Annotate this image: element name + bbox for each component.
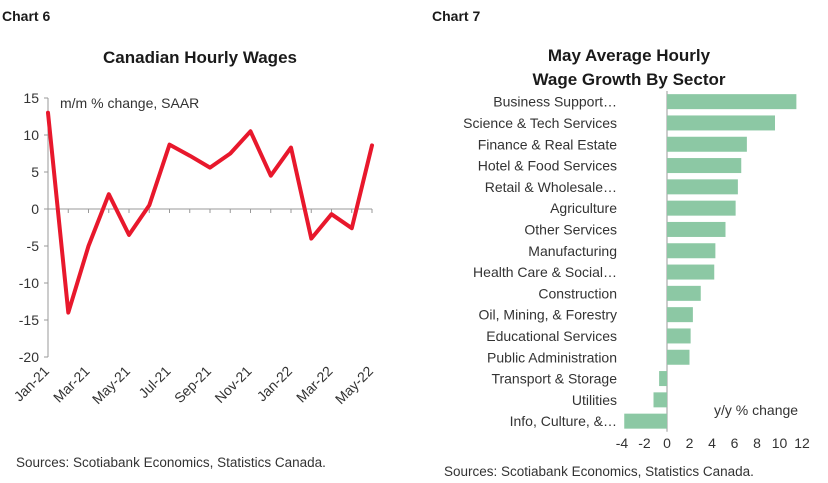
sector-bar xyxy=(667,243,716,259)
y-tick-label: -20 xyxy=(19,349,39,365)
sector-bar xyxy=(667,349,690,365)
category-label: Oil, Mining, & Forestry xyxy=(479,307,617,323)
category-label: Retail & Wholesale… xyxy=(485,179,617,195)
series-line xyxy=(46,110,374,315)
sector-bar xyxy=(659,371,667,387)
x-tick-label: May-21 xyxy=(89,363,133,407)
y-tick-label: 10 xyxy=(23,127,39,143)
sector-bar xyxy=(667,307,693,323)
chart7-bar-chart: Business Support… Science & Tech Services… xyxy=(463,91,810,451)
chart6-source: Sources: Scotiabank Economics, Statistic… xyxy=(16,455,326,470)
category-label: Other Services xyxy=(524,221,617,237)
x-axis-label: y/y % change xyxy=(714,402,798,418)
chart6-panel: Chart 6 Canadian Hourly Wages 15 10 5 0 -5 -1… xyxy=(2,8,377,470)
x-tick-label: May-22 xyxy=(332,363,376,407)
x-tick-label: 4 xyxy=(708,435,716,451)
sector-bar xyxy=(667,221,726,237)
y-axis-label: m/m % change, SAAR xyxy=(60,95,199,111)
chart7-panel: Chart 7 May Average Hourly Wage Growth B… xyxy=(414,0,828,483)
x-tick-label: Sep-21 xyxy=(171,363,214,406)
x-tick-label: 10 xyxy=(772,435,788,451)
x-tick-label: 12 xyxy=(794,435,810,451)
x-tick-label: 0 xyxy=(663,435,671,451)
sector-bar xyxy=(624,413,667,429)
sector-bar xyxy=(667,158,742,174)
chart7-source: Sources: Scotiabank Economics, Statistic… xyxy=(444,464,754,479)
category-label: Business Support… xyxy=(493,94,617,110)
sector-bar xyxy=(653,392,667,408)
sector-bar xyxy=(667,328,691,344)
chart7-title-line2: Wage Growth By Sector xyxy=(532,70,726,89)
y-tick-label: -5 xyxy=(27,238,40,254)
sector-bar xyxy=(667,200,736,216)
x-tick-label: -2 xyxy=(638,435,651,451)
chart6-number: Chart 6 xyxy=(2,8,51,24)
category-label: Manufacturing xyxy=(528,243,617,259)
sector-bar xyxy=(667,264,715,280)
category-label: Health Care & Social… xyxy=(473,264,617,280)
category-label: Public Administration xyxy=(487,349,617,365)
x-tick-label: Jan-21 xyxy=(11,363,53,405)
chart7-title-line1: May Average Hourly xyxy=(547,46,711,65)
x-tick-label: 2 xyxy=(686,435,694,451)
category-label: Finance & Real Estate xyxy=(478,136,618,152)
sector-bar xyxy=(667,285,701,301)
category-label: Utilities xyxy=(572,392,617,408)
x-tick-label: Mar-21 xyxy=(50,363,93,406)
x-tick-label: 8 xyxy=(753,435,761,451)
x-tick-label: 6 xyxy=(731,435,739,451)
category-label: Educational Services xyxy=(486,328,617,344)
x-tick-label: -4 xyxy=(616,435,629,451)
y-tick-label: 5 xyxy=(31,164,39,180)
y-tick-label: 0 xyxy=(31,201,39,217)
chart6-title: Canadian Hourly Wages xyxy=(103,48,297,67)
x-tick-label: Nov-21 xyxy=(211,363,254,406)
category-label: Agriculture xyxy=(550,200,617,216)
sector-bar xyxy=(667,179,738,195)
chart7-title: May Average Hourly Wage Growth By Sector xyxy=(464,44,794,92)
x-tick-label: Jan-22 xyxy=(254,363,296,405)
sector-bar xyxy=(667,94,797,110)
chart7-number: Chart 7 xyxy=(432,8,481,24)
category-label: Construction xyxy=(538,285,617,301)
sector-bar xyxy=(667,115,775,131)
category-label: Info, Culture, &… xyxy=(510,413,617,429)
category-label: Transport & Storage xyxy=(491,371,617,387)
x-tick-label: Mar-22 xyxy=(293,363,336,406)
y-tick-label: -15 xyxy=(19,312,39,328)
x-tick-label: Jul-21 xyxy=(135,363,173,401)
y-tick-label: 15 xyxy=(23,90,39,106)
y-tick-label: -10 xyxy=(19,275,39,291)
sector-bar xyxy=(667,136,747,152)
category-label: Science & Tech Services xyxy=(463,115,617,131)
category-label: Hotel & Food Services xyxy=(478,158,617,174)
